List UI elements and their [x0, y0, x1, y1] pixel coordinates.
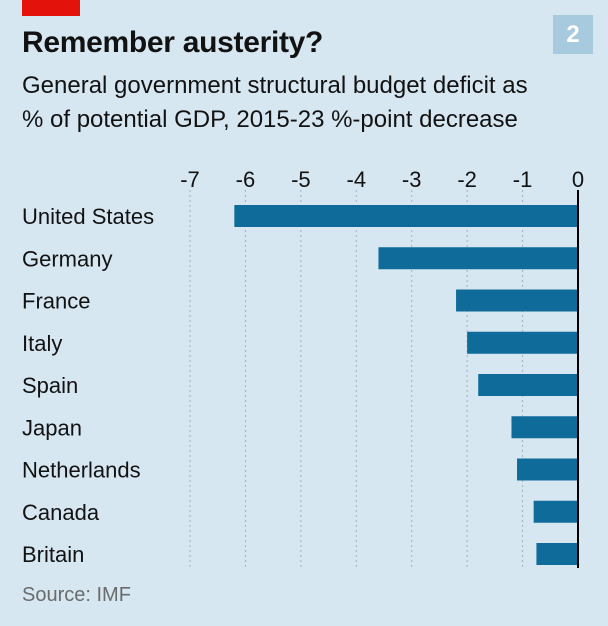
bar [533, 500, 578, 523]
category-label: Italy [22, 331, 62, 356]
x-tick-label: -1 [513, 167, 533, 192]
category-label: France [22, 289, 90, 314]
category-label: Japan [22, 415, 82, 440]
chart-subtitle-line-1: General government structural budget def… [22, 72, 528, 99]
x-tick-label: -3 [402, 167, 422, 192]
chart-subtitle-line-2: % of potential GDP, 2015-23 %-point decr… [22, 106, 518, 133]
bar [536, 543, 578, 565]
bar [517, 458, 578, 481]
chart-number-badge: 2 [553, 15, 593, 54]
x-tick-label: -4 [347, 167, 367, 192]
source-note: Source: IMF [22, 584, 131, 606]
brand-accent-bar [22, 0, 80, 16]
category-label: Germany [22, 246, 112, 271]
x-tick-label: 0 [572, 167, 584, 192]
x-tick-label: -6 [236, 167, 256, 192]
x-tick-label: -5 [291, 167, 311, 192]
bar [234, 205, 579, 227]
bar [378, 247, 578, 270]
chart-title: Remember austerity? [22, 26, 324, 59]
x-tick-label: -2 [457, 167, 477, 192]
category-label: Canada [22, 500, 100, 525]
category-label: Netherlands [22, 458, 141, 483]
category-label: Spain [22, 373, 78, 398]
bar [467, 331, 578, 354]
bar [456, 289, 578, 312]
bar [478, 374, 578, 396]
bar [511, 416, 578, 439]
x-tick-label: -7 [180, 167, 200, 192]
category-label: United States [22, 204, 154, 229]
category-label: Britain [22, 542, 84, 567]
